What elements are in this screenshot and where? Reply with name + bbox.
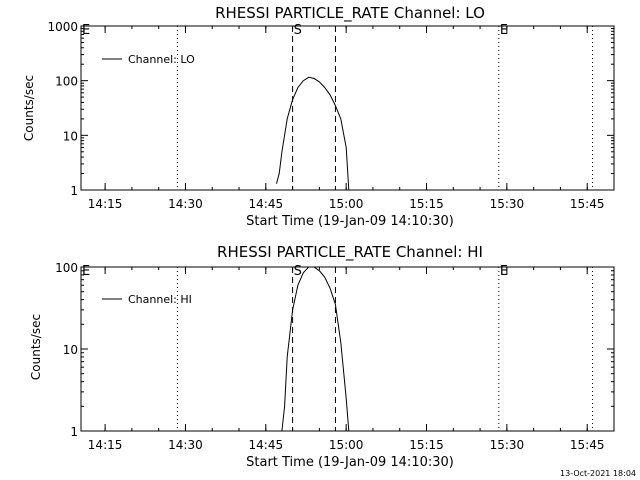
left-edge-mark: E [82, 264, 90, 279]
left-edge-mark: E [82, 23, 90, 38]
panel-hi: RHESSI PARTICLE_RATE Channel: HI Start T… [29, 243, 615, 470]
x-tick-label: 15:00 [329, 197, 364, 211]
marker-label-s: S [294, 264, 302, 279]
x-axis-label: Start Time (19-Jan-09 14:10:30) [246, 214, 454, 229]
marker-label-s: S [294, 23, 302, 38]
y-tick-label: 1000 [47, 20, 78, 34]
y-tick-label: 10 [63, 129, 78, 143]
y-tick-label: 1 [70, 184, 78, 198]
x-tick-label: 14:45 [249, 197, 284, 211]
x-tick-label: 14:15 [88, 197, 123, 211]
marker-label-e: E [500, 23, 508, 38]
footer-timestamp: 13-Oct-2021 18:04 [560, 469, 636, 478]
legend-label: Channel: LO [128, 53, 195, 66]
data-series [276, 76, 350, 191]
chart-title: RHESSI PARTICLE_RATE Channel: HI [217, 243, 483, 262]
chart-title: RHESSI PARTICLE_RATE Channel: LO [215, 4, 485, 23]
x-tick-label: 14:15 [88, 438, 123, 452]
y-axis-label: Counts/sec [29, 314, 43, 380]
legend-label: Channel: HI [128, 293, 192, 306]
marker-label-e: E [500, 264, 508, 279]
x-tick-label: 15:30 [490, 197, 525, 211]
y-tick-label: 100 [55, 261, 78, 275]
x-tick-label: 15:00 [329, 438, 364, 452]
x-tick-label: 14:30 [168, 438, 203, 452]
y-tick-label: 1 [70, 425, 78, 439]
ticks: 14:15 14:30 14:45 15:00 15:15 15:30 15:45 1 10 10… [55, 261, 615, 452]
x-tick-label: 15:45 [570, 197, 605, 211]
legend: Channel: LO [102, 53, 195, 66]
x-tick-label: 15:15 [409, 438, 444, 452]
y-axis-label: Counts/sec [22, 75, 36, 141]
series-line [276, 76, 350, 191]
x-tick-label: 15:30 [490, 438, 525, 452]
x-tick-label: 14:45 [249, 438, 284, 452]
y-tick-label: 10 [63, 343, 78, 357]
x-tick-label: 15:15 [409, 197, 444, 211]
data-series [281, 266, 350, 432]
panel-lo: RHESSI PARTICLE_RATE Channel: LO Start T… [22, 4, 615, 229]
x-tick-label: 14:30 [168, 197, 203, 211]
x-axis-label: Start Time (19-Jan-09 14:10:30) [246, 455, 454, 470]
legend: Channel: HI [102, 293, 192, 306]
ticks: 14:15 14:30 14:45 15:00 15:15 15:30 15:45 1 10 10… [47, 20, 615, 211]
plot-frame [80, 25, 615, 191]
series-line [281, 266, 350, 432]
x-tick-label: 15:45 [570, 438, 605, 452]
y-tick-label: 100 [55, 75, 78, 89]
